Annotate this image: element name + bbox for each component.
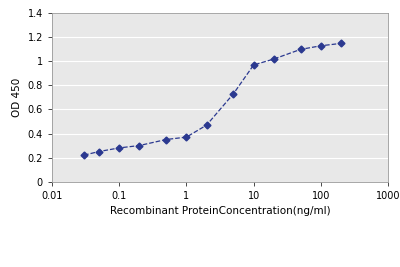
Y-axis label: OD 450: OD 450 [12, 78, 22, 117]
X-axis label: Recombinant ProteinConcentration(ng/ml): Recombinant ProteinConcentration(ng/ml) [110, 206, 330, 216]
